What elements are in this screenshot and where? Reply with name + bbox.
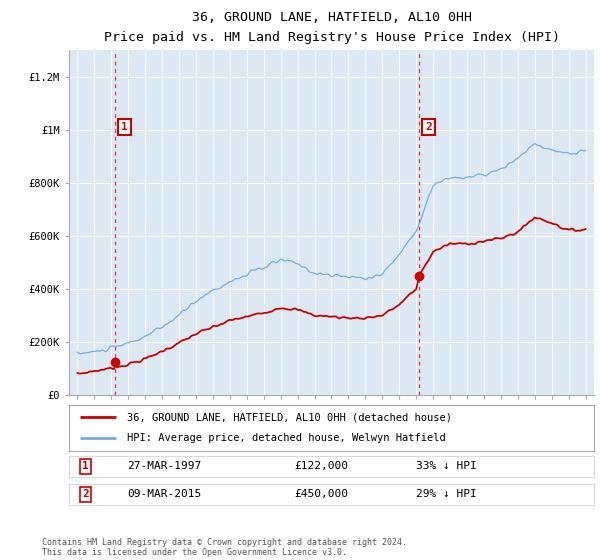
Text: 27-MAR-1997: 27-MAR-1997	[127, 461, 201, 472]
Text: 33% ↓ HPI: 33% ↓ HPI	[415, 461, 476, 472]
Text: 29% ↓ HPI: 29% ↓ HPI	[415, 489, 476, 500]
Text: £122,000: £122,000	[295, 461, 349, 472]
Text: 2: 2	[82, 489, 89, 500]
Text: 1: 1	[121, 122, 128, 132]
Text: 36, GROUND LANE, HATFIELD, AL10 0HH (detached house): 36, GROUND LANE, HATFIELD, AL10 0HH (det…	[127, 412, 452, 422]
Title: 36, GROUND LANE, HATFIELD, AL10 0HH
Price paid vs. HM Land Registry's House Pric: 36, GROUND LANE, HATFIELD, AL10 0HH Pric…	[104, 11, 560, 44]
Text: £450,000: £450,000	[295, 489, 349, 500]
Text: 1: 1	[82, 461, 89, 472]
Text: 2: 2	[425, 122, 432, 132]
Text: Contains HM Land Registry data © Crown copyright and database right 2024.
This d: Contains HM Land Registry data © Crown c…	[42, 538, 407, 557]
Text: HPI: Average price, detached house, Welwyn Hatfield: HPI: Average price, detached house, Welw…	[127, 433, 445, 444]
Text: 09-MAR-2015: 09-MAR-2015	[127, 489, 201, 500]
